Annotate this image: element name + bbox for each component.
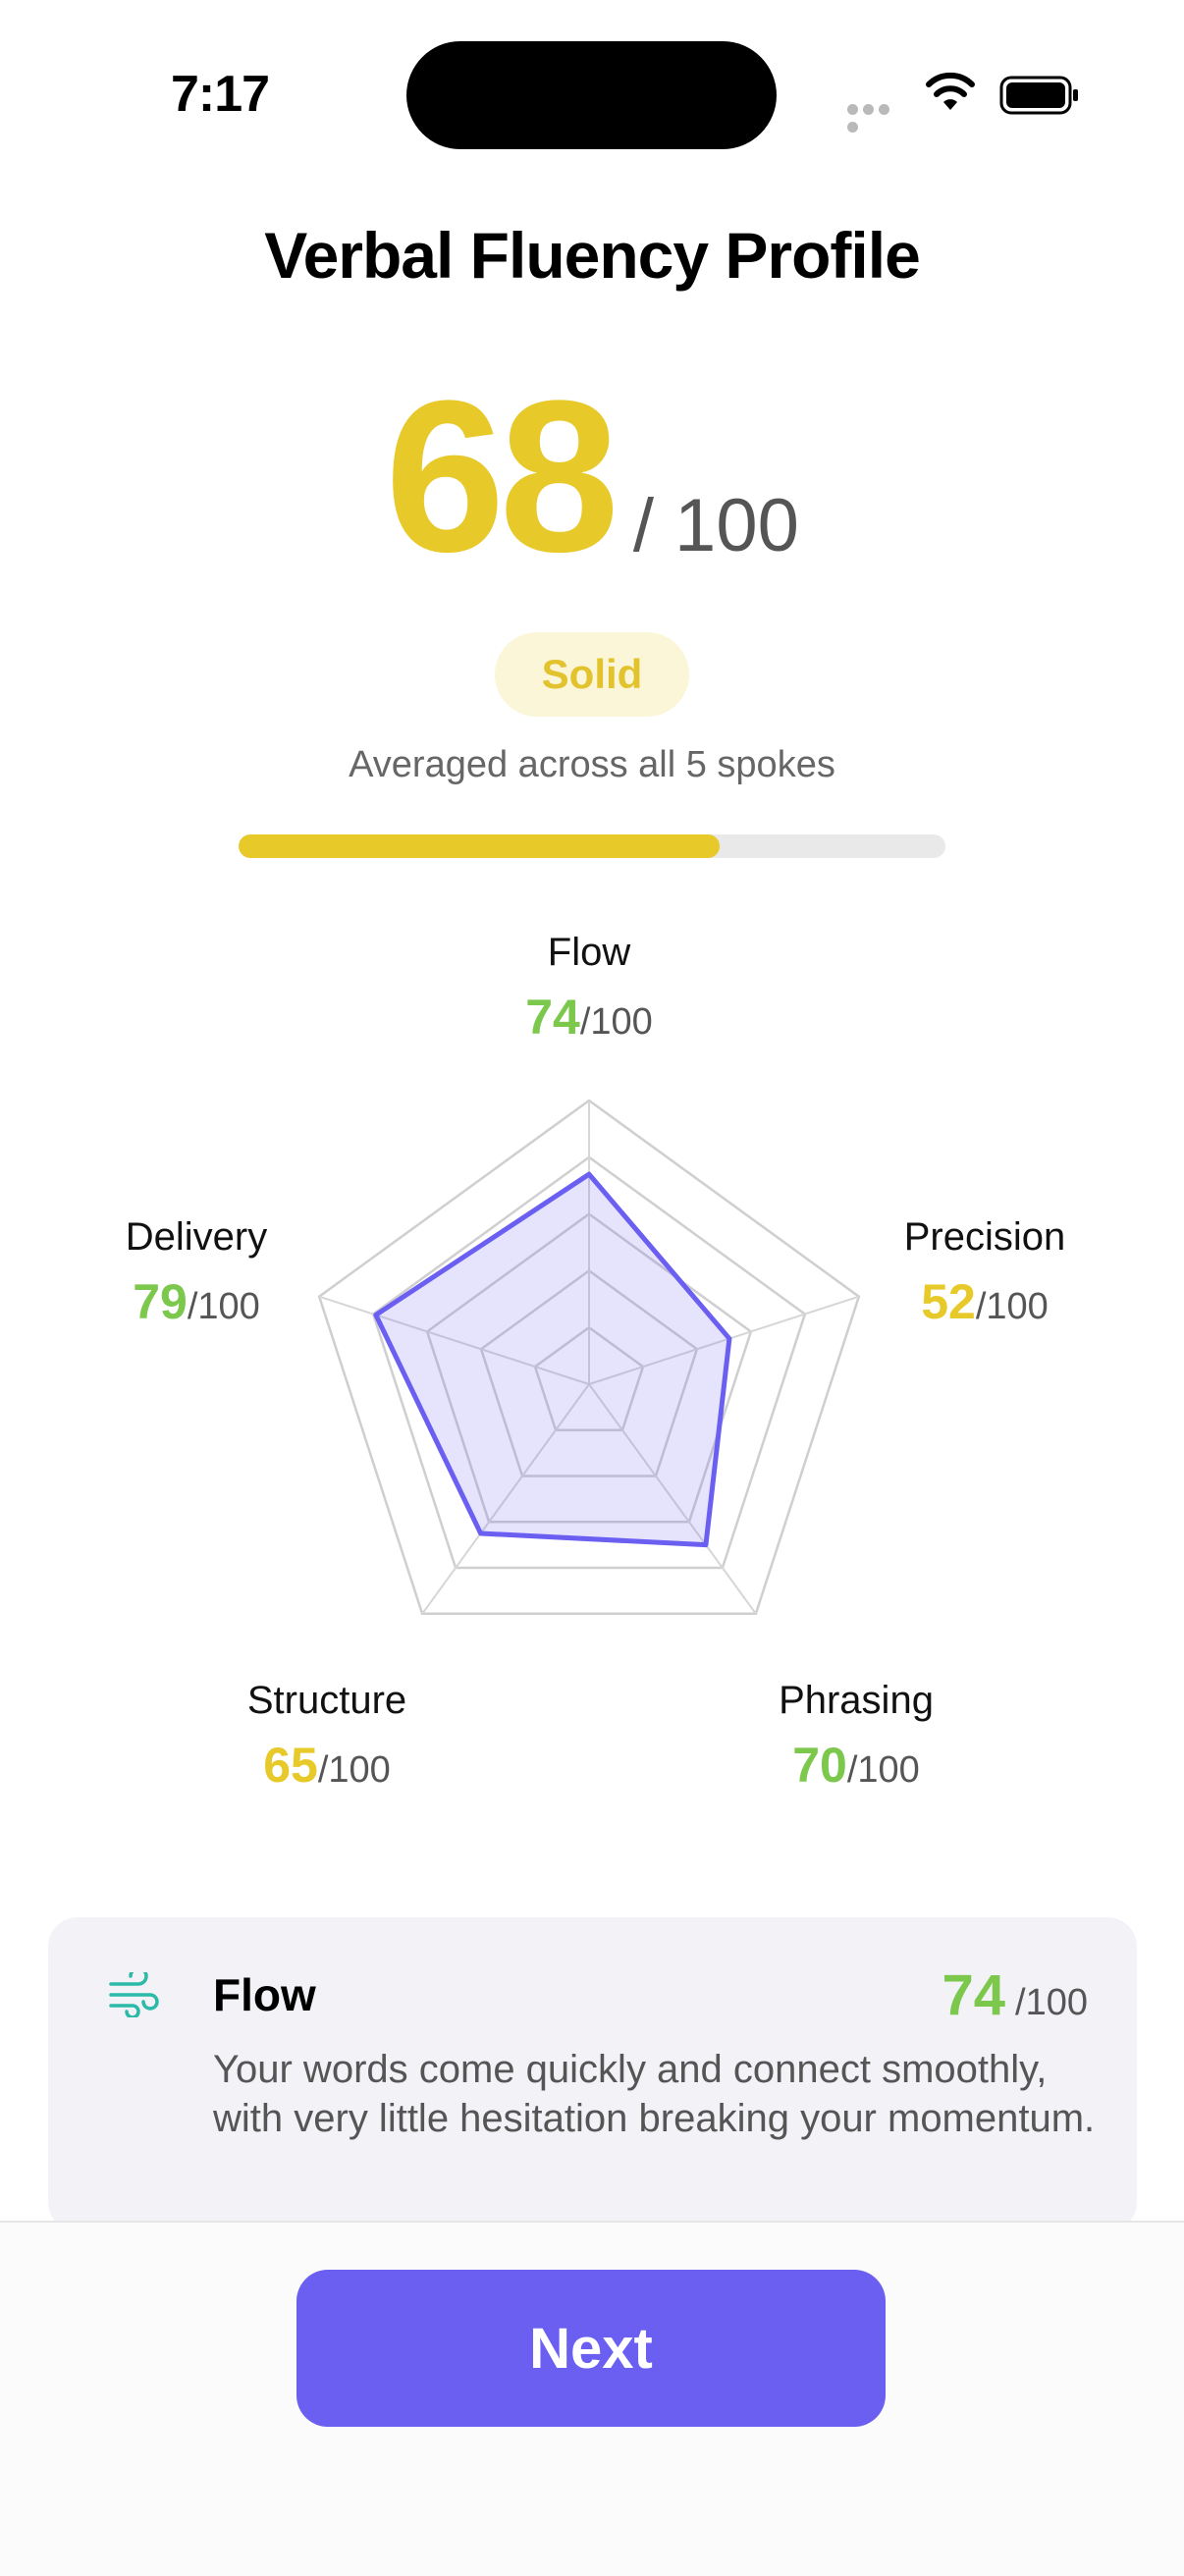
spoke-max: /100 <box>975 1286 1049 1327</box>
spoke-label-precision: Precision 52/100 <box>828 1215 1142 1330</box>
radar-grid-ring <box>317 1099 861 1616</box>
radar-axis-structure <box>421 1383 590 1615</box>
detail-card-score: 74/100 <box>942 1962 1088 2028</box>
battery-icon <box>999 76 1078 115</box>
spoke-value: 70 <box>792 1738 847 1793</box>
spoke-name: Structure <box>246 1679 407 1722</box>
spoke-name: Phrasing <box>779 1679 934 1722</box>
radar-grid-ring <box>425 1212 753 1524</box>
overall-score-max: / 100 <box>632 484 799 567</box>
cellular-signal-icon <box>847 102 908 133</box>
overall-progress-bar <box>239 834 945 858</box>
next-button[interactable]: Next <box>296 2270 886 2427</box>
spoke-name: Delivery <box>125 1215 268 1259</box>
wind-icon <box>109 1972 159 2017</box>
spoke-max: /100 <box>317 1749 391 1791</box>
spoke-name: Flow <box>547 931 631 974</box>
wifi-icon <box>926 72 975 110</box>
detail-card-score-max: /100 <box>1015 1982 1088 2023</box>
radar-grid-ring <box>533 1325 645 1432</box>
detail-card-title: Flow <box>213 1969 316 2020</box>
average-subtitle: Averaged across all 5 spokes <box>349 744 835 785</box>
spoke-label-phrasing: Phrasing 70/100 <box>699 1679 1013 1794</box>
footer: Next <box>0 2221 1184 2576</box>
overall-progress-fill <box>239 834 720 858</box>
radar-axis-delivery <box>318 1295 590 1385</box>
spoke-max: /100 <box>187 1286 260 1327</box>
spoke-value: 79 <box>133 1274 188 1329</box>
overall-score-value: 68 <box>385 355 619 597</box>
detail-card-score-value: 74 <box>942 1963 1006 2027</box>
detail-card-description: Your words come quickly and connect smoo… <box>213 2048 1096 2140</box>
radar-axis-precision <box>588 1295 860 1385</box>
radar-grid-ring <box>371 1155 807 1570</box>
spoke-label-flow: Flow 74/100 <box>432 931 746 1046</box>
spoke-value: 65 <box>263 1738 318 1793</box>
radar-data-polygon <box>373 1171 732 1548</box>
status-time: 7:17 <box>171 66 270 123</box>
radar-chart <box>317 1099 861 1616</box>
spoke-label-delivery: Delivery 79/100 <box>39 1215 353 1330</box>
spoke-detail-card[interactable]: Flow 74/100 Your words come quickly and … <box>48 1917 1137 2231</box>
page-title: Verbal Fluency Profile <box>264 219 921 292</box>
spoke-label-structure: Structure 65/100 <box>170 1679 484 1794</box>
radar-grid-ring <box>479 1268 699 1477</box>
spoke-name: Precision <box>903 1215 1066 1259</box>
spoke-max: /100 <box>579 1001 653 1043</box>
spoke-value: 74 <box>525 990 580 1045</box>
spoke-max: /100 <box>846 1749 920 1791</box>
rating-badge: Solid <box>495 632 689 717</box>
dynamic-island <box>406 41 777 149</box>
radar-axis-phrasing <box>588 1383 757 1615</box>
spoke-value: 52 <box>921 1274 976 1329</box>
overall-score: 68/ 100 <box>0 368 1184 584</box>
